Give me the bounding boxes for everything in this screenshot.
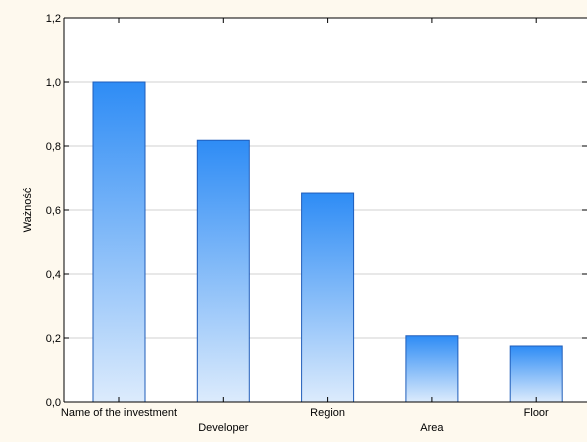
bar-1 <box>92 81 146 403</box>
x-tick-label: Name of the investment <box>61 407 177 419</box>
bar-2 <box>196 139 250 403</box>
y-tick-label: 1,0 <box>46 77 61 89</box>
y-tick-label: 0,2 <box>46 333 61 345</box>
y-axis-label: Ważność <box>22 187 34 232</box>
y-tick-label: 0,0 <box>46 397 61 409</box>
y-tick-label: 0,8 <box>46 141 61 153</box>
y-tick-label: 0,6 <box>46 205 61 217</box>
bars <box>92 81 563 403</box>
axes <box>63 17 587 403</box>
x-tick-label: Region <box>310 407 345 419</box>
y-tick-label: 1,2 <box>46 13 61 25</box>
x-tick-labels: Name of the investment Developer Region Are… <box>61 407 549 434</box>
bar-3 <box>301 192 355 403</box>
bar-5 <box>509 345 563 403</box>
bar-4 <box>405 335 459 403</box>
x-tick-label: Area <box>420 422 444 434</box>
x-tick-label: Floor <box>524 407 549 419</box>
x-tick-label: Developer <box>198 422 248 434</box>
y-tick-labels: 0,0 0,2 0,4 0,6 0,8 1,0 1,2 <box>46 13 61 409</box>
y-tick-label: 0,4 <box>46 269 61 281</box>
